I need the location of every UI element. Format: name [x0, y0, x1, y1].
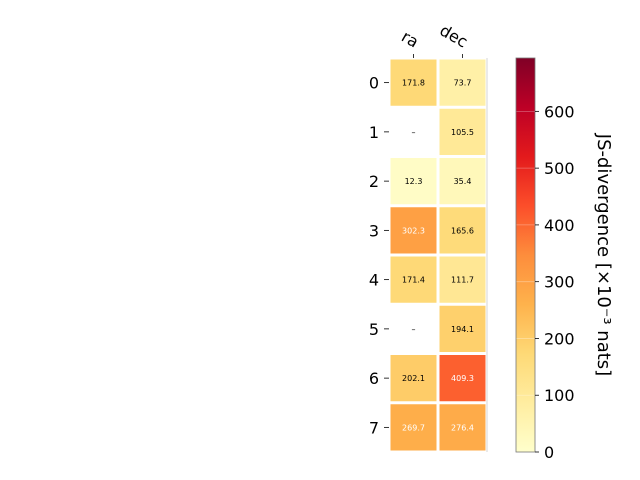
heatmap-grid: 171.8 73.7 – 105.5 12.3 35.4 302.3 165.6 171.4 11…: [390, 58, 488, 452]
cell-value-label: 73.7: [454, 79, 472, 88]
row-tick-label: 4: [369, 271, 379, 290]
row-tick-label: 0: [369, 74, 379, 93]
cell-value-label: 105.5: [451, 128, 474, 137]
heatmap-cell: [439, 305, 486, 352]
cell-value-label: 35.4: [454, 177, 472, 186]
cell-value-label: 111.7: [451, 276, 474, 285]
cell-value-label: 12.3: [405, 177, 423, 186]
colorbar: 0 100 200 300 400 500 600: [515, 57, 575, 462]
colorbar-label: JS-divergence [×10⁻³ nats]: [593, 133, 614, 376]
heatmap-cell: [439, 355, 486, 402]
cell-value-label: 269.7: [402, 423, 425, 432]
heatmap-cell: [390, 207, 437, 254]
colorbar-tick-label: 300: [544, 273, 575, 292]
cell-value-label: 276.4: [451, 423, 474, 432]
column-tick-label: dec: [437, 21, 471, 52]
heatmap-cell: [390, 355, 437, 402]
heatmap-cell: [390, 256, 437, 303]
missing-value-marker: –: [412, 128, 416, 137]
heatmap-cell: [439, 256, 486, 303]
column-tick-label: ra: [398, 27, 422, 52]
colorbar-tick-label: 500: [544, 159, 575, 178]
row-tick-label: 6: [369, 369, 379, 388]
heatmap-cell: [439, 158, 486, 205]
cell-value-label: 171.8: [402, 79, 425, 88]
missing-value-marker: –: [412, 325, 416, 334]
heatmap-cell: [439, 404, 486, 451]
heatmap-cell: [390, 59, 437, 106]
row-tick-label: 1: [369, 123, 379, 142]
colorbar-tick-label: 200: [544, 329, 575, 348]
heatmap-cell: [390, 158, 437, 205]
colorbar-tick-label: 400: [544, 216, 575, 235]
row-tick-labels: 0 1 2 3 4 5 6 7: [369, 74, 389, 437]
column-tick-labels: ra dec: [398, 21, 471, 58]
heatmap-cell: [439, 59, 486, 106]
colorbar-gradient: [516, 58, 535, 452]
colorbar-frame: [515, 57, 536, 453]
cell-value-label: 171.4: [402, 276, 425, 285]
colorbar-tick-label: 100: [544, 386, 575, 405]
heatmap-cell: [439, 108, 486, 155]
colorbar-tick-label: 0: [544, 443, 554, 462]
cell-value-label: 194.1: [451, 325, 474, 334]
cell-value-label: 409.3: [451, 374, 474, 383]
row-tick-label: 7: [369, 418, 379, 437]
row-tick-label: 5: [369, 320, 379, 339]
cell-value-label: 202.1: [402, 374, 425, 383]
colorbar-tick-label: 600: [544, 102, 575, 121]
heatmap-cell: [439, 207, 486, 254]
row-tick-label: 2: [369, 172, 379, 191]
cell-value-label: 165.6: [451, 226, 474, 235]
heatmap-cell: [390, 404, 437, 451]
row-tick-label: 3: [369, 221, 379, 240]
cell-value-label: 302.3: [402, 226, 425, 235]
